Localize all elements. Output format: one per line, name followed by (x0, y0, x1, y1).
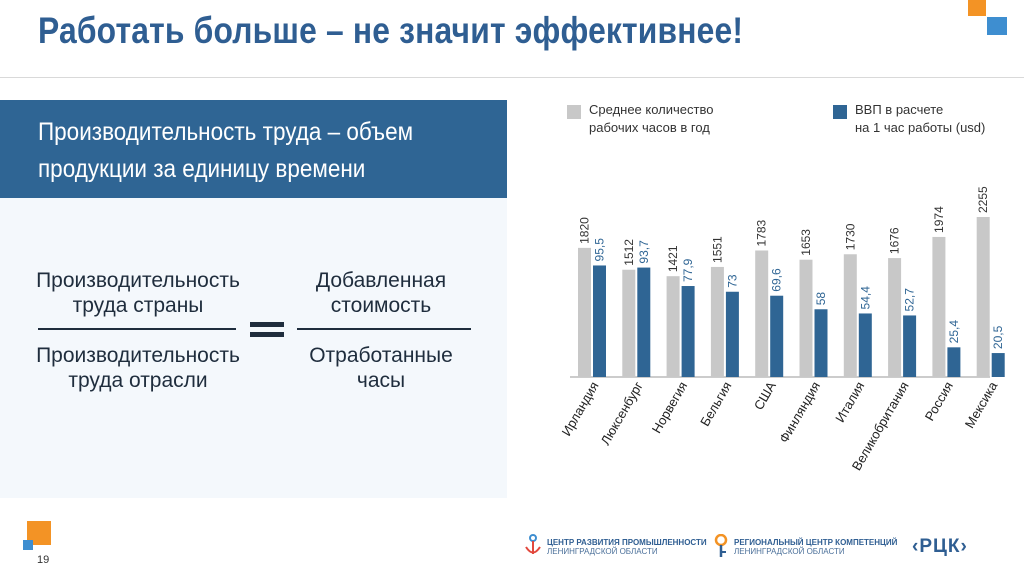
definition-line-2: продукции за единицу времени (38, 155, 366, 183)
logo-industry-center: ЦЕНТР РАЗВИТИЯ ПРОМЫШЛЕННОСТИ ЛЕНИНГРАДС… (523, 534, 707, 564)
bar-gdp-2 (681, 286, 695, 377)
legend-gdp-line-1: ВВП в расчете (855, 102, 944, 117)
right-numerator: Добавленная стоимость (261, 268, 501, 318)
logo2-line-1: РЕГИОНАЛЬНЫЙ ЦЕНТР КОМПЕТЕНЦИЙ (734, 538, 898, 547)
logo1-line-1: ЦЕНТР РАЗВИТИЯ ПРОМЫШЛЕННОСТИ (547, 538, 707, 547)
data-label-hours-5: 1653 (799, 229, 813, 256)
category-label-5: Финляндия (776, 379, 823, 445)
category-label-8: Россия (922, 379, 956, 423)
bar-gdp-1 (637, 267, 651, 377)
page-number: 19 (37, 554, 50, 566)
header-divider (0, 77, 1024, 78)
data-label-gdp-9: 20,5 (991, 325, 1005, 349)
category-label-1: Люксенбург (598, 379, 646, 448)
data-label-gdp-1: 93,7 (637, 240, 651, 264)
data-label-gdp-4: 69,6 (770, 268, 784, 292)
left-fraction-line (38, 328, 236, 330)
legend-hours-line-1: Среднее количество (589, 102, 714, 117)
data-label-hours-1: 1512 (622, 239, 636, 266)
bar-hours-2 (666, 276, 680, 377)
data-label-gdp-8: 25,4 (947, 320, 961, 344)
data-label-hours-9: 2255 (976, 186, 990, 213)
legend-label-hours: Среднее количество рабочих часов в год (589, 101, 713, 137)
category-label-9: Мексика (962, 378, 1001, 430)
bar-hours-0 (578, 247, 591, 377)
right-denominator-line-2: часы (356, 369, 406, 392)
formula-panel: Производительность труда страны Производ… (0, 198, 507, 498)
left-denominator-line-1: Производительность (36, 344, 240, 367)
category-label-0: Ирландия (559, 379, 602, 438)
equals-sign-top (250, 322, 284, 327)
data-label-hours-6: 1730 (843, 223, 857, 250)
bar-gdp-4 (770, 295, 784, 377)
corner-blue-square (987, 17, 1007, 35)
bar-chart: Среднее количество рабочих часов в год В… (515, 95, 1015, 530)
bar-gdp-6 (858, 313, 872, 377)
page-title: Работать больше – не значит эффективнее! (38, 10, 744, 51)
data-label-gdp-7: 52,7 (903, 288, 917, 312)
left-numerator-line-1: Производительность (36, 269, 240, 292)
category-label-3: Бельгия (697, 379, 734, 429)
bar-gdp-0 (593, 265, 606, 377)
legend-gdp-line-2: на 1 час работы (usd) (855, 120, 986, 135)
right-fraction-line (297, 328, 471, 330)
right-denominator: Отработанные часы (261, 343, 501, 393)
left-denominator-line-2: труда отрасли (68, 369, 208, 392)
bar-hours-3 (710, 266, 724, 377)
bar-hours-8 (932, 236, 946, 377)
left-numerator-line-2: труда страны (72, 294, 204, 317)
data-label-hours-4: 1783 (755, 219, 769, 246)
data-label-hours-3: 1551 (710, 236, 724, 263)
legend-hours-line-2: рабочих часов в год (589, 120, 710, 135)
bar-hours-6 (843, 254, 857, 377)
bar-gdp-8 (947, 347, 961, 377)
logo-competence-center: РЕГИОНАЛЬНЫЙ ЦЕНТР КОМПЕТЕНЦИЙ ЛЕНИНГРАД… (712, 534, 902, 564)
right-numerator-line-1: Добавленная (315, 269, 447, 292)
data-label-gdp-2: 77,9 (681, 258, 695, 282)
bar-hours-9 (976, 217, 990, 377)
logo-rck: ‹РЦК› (912, 534, 992, 564)
definition-banner: Производительность труда – объем продукц… (0, 100, 507, 198)
legend-label-gdp: ВВП в расчете на 1 час работы (usd) (855, 101, 985, 137)
legend-swatch-hours (567, 105, 581, 119)
category-label-4: США (751, 379, 779, 413)
bar-hours-7 (888, 258, 902, 377)
bar-hours-5 (799, 259, 813, 377)
category-label-6: Италия (832, 379, 867, 425)
category-label-2: Норвегия (649, 379, 690, 436)
data-label-hours-2: 1421 (666, 245, 680, 272)
left-denominator: Производительность труда отрасли (18, 343, 258, 393)
equals-sign-bottom (250, 332, 284, 337)
data-label-gdp-3: 73 (725, 274, 739, 288)
bar-gdp-9 (991, 353, 1005, 377)
left-numerator: Производительность труда страны (18, 268, 258, 318)
bar-hours-1 (622, 269, 636, 377)
logo2-line-2: ЛЕНИНГРАДСКОЙ ОБЛАСТИ (734, 547, 845, 556)
bar-gdp-3 (725, 291, 739, 377)
data-label-gdp-5: 58 (814, 292, 828, 306)
data-label-hours-8: 1974 (932, 206, 946, 233)
anchor-icon (525, 534, 541, 554)
right-numerator-line-2: стоимость (330, 294, 432, 317)
data-label-gdp-6: 54,4 (858, 286, 872, 310)
footer-blue-square (23, 540, 33, 550)
data-label-gdp-0: 95,5 (593, 238, 607, 262)
key-icon (714, 534, 728, 557)
definition-line-1: Производительность труда – объем (38, 118, 414, 146)
corner-orange-square (968, 0, 986, 16)
logo1-line-2: ЛЕНИНГРАДСКОЙ ОБЛАСТИ (547, 547, 658, 556)
definition-text: Производительность труда – объем продукц… (38, 114, 506, 188)
data-label-hours-0: 1820 (578, 217, 592, 244)
bar-gdp-5 (814, 309, 828, 377)
legend-swatch-gdp (833, 105, 847, 119)
bar-hours-4 (755, 250, 769, 377)
data-label-hours-7: 1676 (888, 227, 902, 254)
bar-gdp-7 (903, 315, 917, 377)
rck-logo-text: ‹РЦК› (912, 536, 968, 557)
right-denominator-line-1: Отработанные (309, 344, 453, 367)
